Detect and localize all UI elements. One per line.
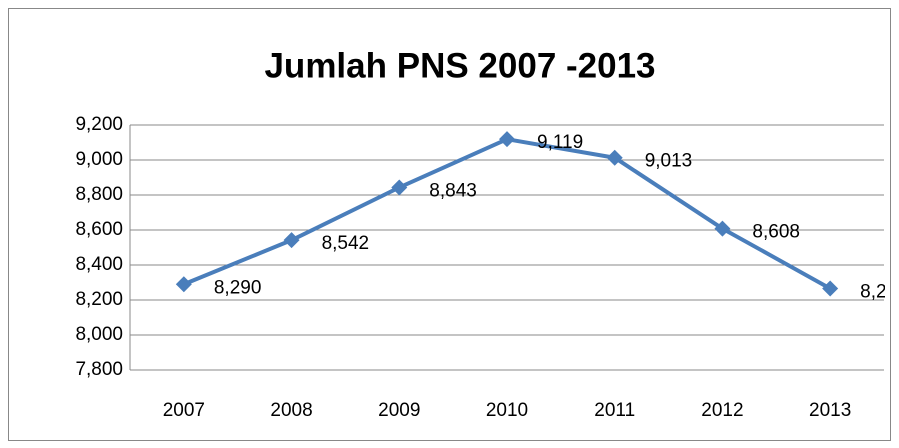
chart-title: Jumlah PNS 2007 -2013	[264, 46, 655, 85]
data-label: 8,608	[752, 222, 800, 243]
data-label: 8,843	[429, 180, 477, 201]
data-marker	[606, 149, 623, 166]
data-marker	[822, 280, 839, 297]
y-tick-label: 8,400	[75, 254, 123, 275]
x-tick-label: 2010	[486, 400, 528, 421]
x-tick-label: 2013	[809, 400, 851, 421]
data-label: 8,542	[322, 233, 370, 254]
data-marker	[714, 220, 731, 237]
x-tick-label: 2008	[270, 400, 312, 421]
data-marker	[283, 232, 300, 249]
data-marker	[391, 179, 408, 196]
x-tick-label: 2007	[163, 400, 205, 421]
y-tick-label: 8,200	[75, 289, 123, 310]
y-tick-label: 9,200	[75, 114, 123, 135]
x-tick-label: 2009	[378, 400, 420, 421]
data-label: 9,119	[537, 132, 583, 153]
chart-border	[8, 8, 891, 441]
y-tick-label: 8,800	[75, 184, 123, 205]
data-label: 8,266	[860, 281, 899, 302]
data-label: 9,013	[645, 151, 693, 172]
y-tick-label: 7,800	[75, 359, 123, 380]
y-tick-label: 9,000	[75, 149, 123, 170]
y-tick-label: 8,000	[75, 324, 123, 345]
data-label: 8,290	[214, 277, 262, 298]
data-marker	[499, 131, 515, 148]
x-tick-label: 2012	[701, 400, 743, 421]
data-marker	[175, 276, 192, 293]
y-tick-label: 8,600	[75, 219, 123, 240]
x-tick-label: 2011	[594, 400, 635, 421]
